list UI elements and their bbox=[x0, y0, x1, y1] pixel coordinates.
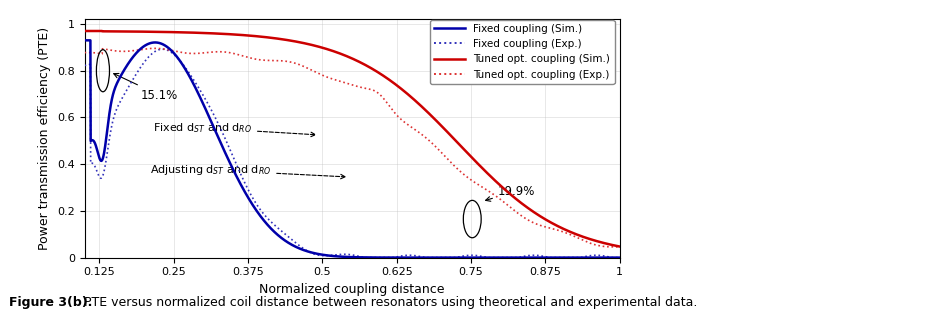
Text: Adjusting d$_{ST}$ and d$_{RO}$: Adjusting d$_{ST}$ and d$_{RO}$ bbox=[150, 163, 346, 179]
Text: Figure 3(b).: Figure 3(b). bbox=[9, 296, 93, 309]
Text: 15.1%: 15.1% bbox=[114, 73, 178, 102]
X-axis label: Normalized coupling distance: Normalized coupling distance bbox=[259, 283, 445, 296]
Text: PTE versus normalized coil distance between resonators using theoretical and exp: PTE versus normalized coil distance betw… bbox=[80, 296, 697, 309]
Legend: Fixed coupling (Sim.), Fixed coupling (Exp.), Tuned opt. coupling (Sim.), Tuned : Fixed coupling (Sim.), Fixed coupling (E… bbox=[430, 20, 614, 84]
Y-axis label: Power transmission efficiency (PTE): Power transmission efficiency (PTE) bbox=[38, 27, 52, 250]
Text: Fixed d$_{ST}$ and d$_{RO}$: Fixed d$_{ST}$ and d$_{RO}$ bbox=[153, 121, 316, 137]
Text: 19.9%: 19.9% bbox=[485, 185, 535, 201]
